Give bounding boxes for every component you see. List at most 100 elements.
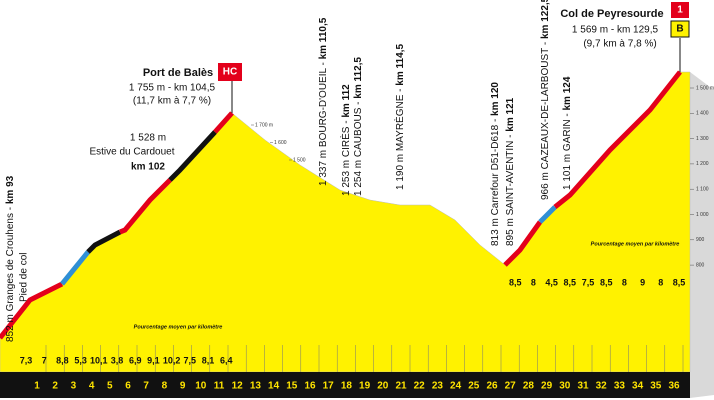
label-text: 966 m CAZEAUX-DE-LARBOUST - [540,39,551,200]
y-tick-label: 1 100 [696,187,709,193]
gradient-label: 8 [622,277,627,287]
km-label: 31 [577,381,589,392]
label-km: km 114,5 [395,44,406,86]
label-km: km 112,5 [353,57,364,99]
badge-label: 1 [677,5,683,16]
climb-detail: (11,7 km à 7,7 %) [133,96,211,107]
km-label: 23 [432,381,444,392]
km-label: 13 [250,381,262,392]
label-text: 895 m SAINT-AVENTIN - [505,132,516,246]
y-tick-label: 1 500 [293,157,306,163]
y-tick-label: 1 200 [696,161,709,167]
gradient-label: 7 [42,355,47,365]
km-label: 21 [395,381,407,392]
km-label: 2 [52,381,58,392]
gradient-label: 8,5 [673,277,686,287]
climb-strip [213,111,234,134]
climb-name: Col de Peyresourde [560,8,663,20]
gradient-label: 5,3 [74,355,87,365]
km-label: 18 [341,381,353,392]
km-label: 28 [523,381,535,392]
climb-strip [553,70,682,209]
climb-detail: (9,7 km à 7,8 %) [583,39,656,50]
average-label: Pourcentage moyen par kilomètre [134,324,223,330]
km-label: 6 [125,381,131,392]
climb-strip [0,281,64,340]
place-label: 1 254 m CAUBOUS - km 112,5 [353,57,364,196]
km-label: 17 [323,381,335,392]
label-km: km 120 [490,82,501,116]
gradient-label: 3,8 [111,355,124,365]
km-label: 34 [632,381,644,392]
y-tick-label: 900 [696,237,705,243]
place-label: 813 m Carrefour D51-D618 - km 120 [490,82,501,246]
y-tick-label: 1 300 [696,136,709,142]
label-km: km 121 [505,97,516,131]
label-text: 852 m Granges de Crouhens - [5,204,16,342]
km-label: 32 [596,381,608,392]
gradient-label: 7,5 [184,355,197,365]
label-text: 1 254 m CAUBOUS - [353,99,364,196]
point-altitude: 1 528 m [130,133,166,144]
badge-label: B [676,24,683,35]
km-label: 12 [232,381,244,392]
km-label: 15 [286,381,298,392]
climb-strip [86,229,122,254]
km-label: 11 [214,381,225,392]
gradient-label: 6,9 [129,355,142,365]
km-label: 30 [559,381,571,392]
climb-strip [503,220,543,267]
km-bar [0,372,690,398]
start-label: 852 m Granges de Crouhens - km 93 [5,175,16,342]
label-km: km 124 [562,76,573,110]
side-face [690,72,714,398]
gradient-label: 7,3 [20,355,33,365]
km-label: 19 [359,381,371,392]
km-label: 24 [450,381,462,392]
gradient-label: 8,8 [56,355,69,365]
km-label: 20 [377,381,389,392]
km-label: 29 [541,381,553,392]
km-label: 16 [304,381,316,392]
y-tick-label: 800 [696,262,705,268]
climb-strip [119,178,172,235]
y-tick-label: 1 000 [696,212,709,218]
place-label: 1 190 m MAYRÈGNE - km 114,5 [393,44,406,190]
km-label: 4 [89,381,95,392]
km-label: 1 [34,381,40,392]
km-label: 14 [268,381,280,392]
badge [670,20,690,38]
label-km: km 93 [5,175,16,204]
badge-label: HC [223,67,237,78]
climb-info: 1 569 m - km 129,5 [572,25,659,36]
climb-info: 1 755 m - km 104,5 [129,83,216,94]
km-label: 35 [650,381,662,392]
climb-strip [60,250,90,286]
badge [671,2,689,18]
place-label: 1 253 m CIRÈS - km 112 [339,84,352,196]
label-text: 1 253 m CIRÈS - [339,118,352,196]
point-km: km 102 [131,162,165,173]
y-tick-label: 1 400 [696,111,709,117]
gradient-label: 8 [531,277,536,287]
km-label: 27 [505,381,517,392]
label-text: 813 m Carrefour D51-D618 - [490,116,501,246]
km-label: 8 [162,381,168,392]
gradient-label: 4,5 [545,277,558,287]
km-label: 3 [71,381,77,392]
y-tick-label: 1 600 [274,140,287,146]
climb-strip [168,130,217,182]
gradient-label: 9,1 [147,355,160,365]
place-label: 895 m SAINT-AVENTIN - km 121 [505,97,516,246]
place-label: 966 m CAZEAUX-DE-LARBOUST - km 122,5 [540,0,551,200]
gradient-label: 8,1 [202,355,215,365]
badge [218,63,242,81]
km-label: 22 [414,381,426,392]
y-tick-label: 1 500 m [696,85,714,91]
km-label: 33 [614,381,626,392]
label-km: km 112 [341,84,352,118]
km-label: 7 [143,381,149,392]
gradient-label: 8,5 [600,277,613,287]
gradient-label: 8,5 [509,277,522,287]
km-label: 10 [195,381,207,392]
